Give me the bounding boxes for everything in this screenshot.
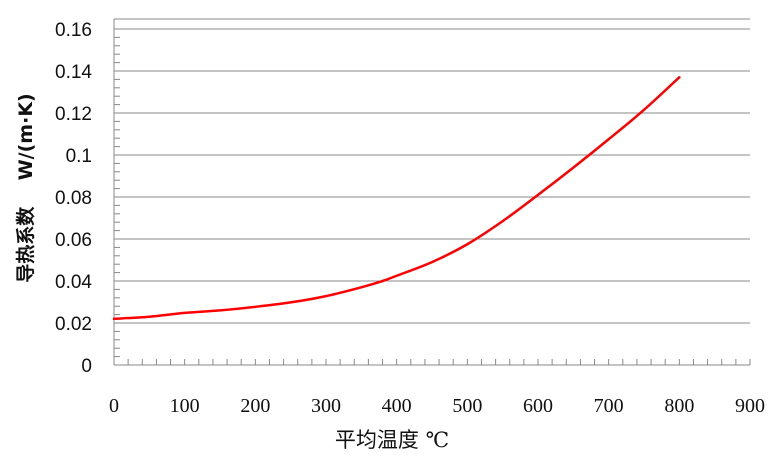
y-tick-label: 0.04 [55, 272, 92, 293]
y-tick-label: 0.08 [55, 188, 92, 209]
y-tick-label: 0.14 [55, 62, 92, 83]
y-tick-label: 0.06 [55, 230, 92, 251]
x-tick-label: 700 [594, 395, 624, 417]
gridlines [114, 28, 750, 324]
x-tick-label: 900 [735, 395, 765, 417]
axes [113, 18, 751, 366]
y-tick-label: 0.02 [55, 314, 92, 335]
x-tick-label: 200 [240, 395, 270, 417]
y-tick-label: 0.16 [55, 20, 92, 41]
series-group [112, 76, 681, 321]
x-tick-label: 0 [109, 395, 119, 417]
x-tick-label: 500 [452, 395, 482, 417]
x-tick-label: 800 [664, 395, 694, 417]
x-tick-label: 100 [170, 395, 200, 417]
y-axis-label: 导热系数 W/(m·K) [14, 93, 37, 282]
x-tick-label: 600 [523, 395, 553, 417]
y-tick-label: 0 [81, 356, 92, 377]
x-tick-label: 300 [311, 395, 341, 417]
y-tick-label: 0.12 [55, 104, 92, 125]
y-tick-label: 0.1 [66, 146, 92, 167]
x-tick-labels: 0 100 200 300 400 500 600 700 800 900 [109, 395, 765, 417]
x-tick-label: 400 [382, 395, 412, 417]
y-tick-labels: 0 0.02 0.04 0.06 0.08 0.1 0.12 0.14 0.16 [55, 20, 92, 377]
x-axis-label: 平均温度 ℃ [335, 428, 449, 452]
series-line [112, 76, 681, 321]
